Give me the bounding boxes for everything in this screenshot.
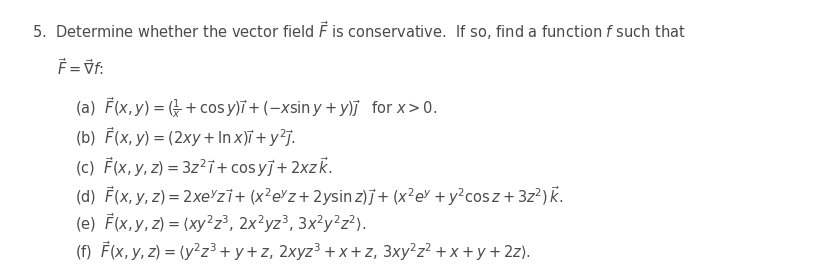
Text: (a)  $\vec{F}(x, y) = (\frac{1}{x} + \cos y)\vec{\imath} + (-x\sin y + y)\vec{\j: (a) $\vec{F}(x, y) = (\frac{1}{x} + \cos…	[75, 95, 437, 120]
Text: (f)  $\vec{F}(x, y, z) = \langle y^2 z^3 + y + z,\, 2xyz^3 + x + z,\, 3xy^2 z^2 : (f) $\vec{F}(x, y, z) = \langle y^2 z^3 …	[75, 239, 531, 263]
Text: (b)  $\vec{F}(x, y) = (2xy + \ln x)\vec{\imath} + y^2\vec{\jmath}$.: (b) $\vec{F}(x, y) = (2xy + \ln x)\vec{\…	[75, 126, 295, 149]
Text: 5.  Determine whether the vector field $\vec{F}$ is conservative.  If so, find a: 5. Determine whether the vector field $\…	[32, 20, 685, 43]
Text: (d)  $\vec{F}(x, y, z) = 2xe^y z\,\vec{\imath} + (x^2 e^y z + 2y\sin z)\,\vec{\j: (d) $\vec{F}(x, y, z) = 2xe^y z\,\vec{\i…	[75, 185, 563, 208]
Text: (e)  $\vec{F}(x, y, z) = \langle xy^2 z^3,\, 2x^2 y z^3,\, 3x^2 y^2 z^2 \rangle$: (e) $\vec{F}(x, y, z) = \langle xy^2 z^3…	[75, 211, 366, 235]
Text: (c)  $\vec{F}(x, y, z) = 3z^2\,\vec{\imath} + \cos y\,\vec{\jmath} + 2xz\,\vec{k: (c) $\vec{F}(x, y, z) = 3z^2\,\vec{\imat…	[75, 156, 333, 180]
Text: $\vec{F} = \vec{\nabla} f$:: $\vec{F} = \vec{\nabla} f$:	[58, 57, 104, 78]
